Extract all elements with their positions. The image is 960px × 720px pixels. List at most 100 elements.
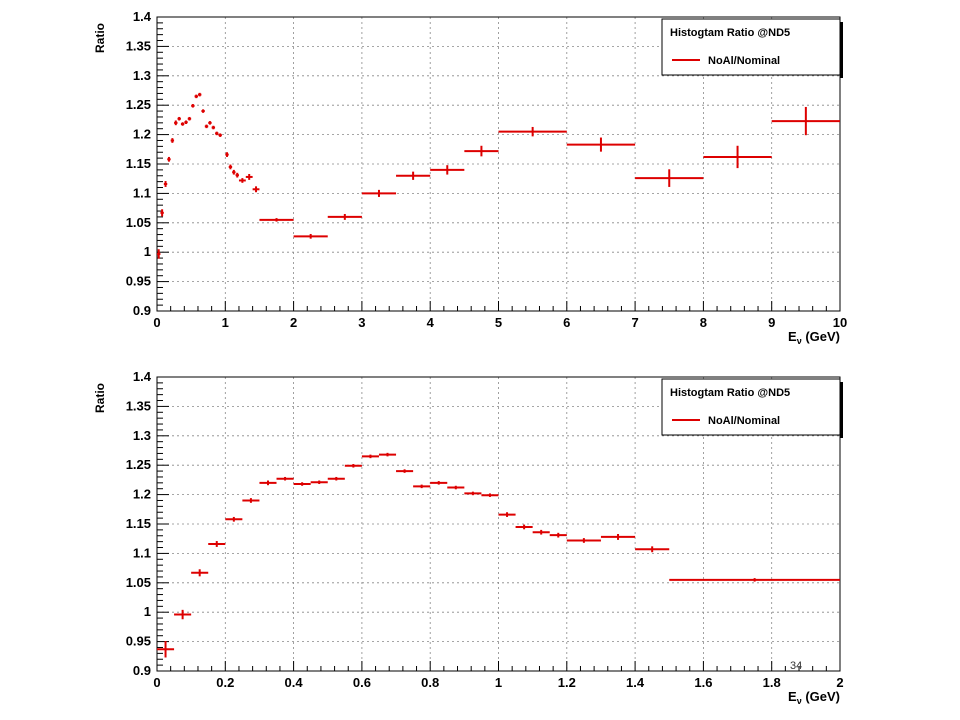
chart-bottom-y-tick-label: 0.9 bbox=[133, 663, 151, 678]
chart-bottom-y-tick-label: 1.1 bbox=[133, 545, 151, 560]
chart-bottom-x-tick-label: 0.8 bbox=[421, 675, 439, 690]
chart-top-legend-shadow bbox=[840, 22, 843, 78]
chart-bottom-x-axis-title: Eν (GeV) bbox=[788, 689, 840, 706]
chart-bottom-x-tick-label: 2 bbox=[836, 675, 843, 690]
chart-top-data-point bbox=[245, 173, 253, 180]
chart-bottom-x-tick-label: 1.4 bbox=[626, 675, 645, 690]
chart-top-data-point bbox=[293, 233, 328, 239]
chart-bottom-y-tick-label: 1.15 bbox=[126, 516, 151, 531]
chart-top-data-point bbox=[464, 145, 499, 157]
chart-top-data-point bbox=[259, 218, 294, 222]
chart-top-x-tick-label: 10 bbox=[833, 315, 847, 330]
chart-top-data-point bbox=[157, 249, 161, 259]
chart-top-data-point bbox=[208, 121, 212, 125]
chart-bottom-data-point bbox=[208, 541, 226, 547]
chart-bottom-data-point bbox=[378, 452, 397, 457]
chart-bottom-data-point bbox=[515, 524, 533, 530]
chart-bottom-x-tick-label: 0.4 bbox=[285, 675, 304, 690]
chart-top-data-point bbox=[191, 104, 195, 108]
chart-bottom-x-tick-label: 1.6 bbox=[694, 675, 712, 690]
chart-top-x-tick-label: 5 bbox=[495, 315, 502, 330]
chart-bottom-data-point bbox=[276, 476, 294, 481]
chart-top-data-point bbox=[170, 138, 175, 143]
chart-top-data-point bbox=[187, 116, 192, 121]
chart-top-y-tick-label: 1.35 bbox=[126, 38, 151, 53]
chart-bottom-data-point bbox=[600, 533, 636, 540]
chart-top-data-point bbox=[215, 131, 219, 136]
chart-bottom-legend-title: Histogtam Ratio @ND5 bbox=[670, 387, 790, 399]
chart-bottom-y-tick-label: 1.4 bbox=[133, 369, 152, 384]
chart-bottom-data-point bbox=[259, 480, 277, 486]
chart-top-x-tick-label: 8 bbox=[700, 315, 707, 330]
chart-top-data-point bbox=[180, 122, 185, 126]
chart-top-x-tick-label: 1 bbox=[222, 315, 229, 330]
chart-top-x-tick-label: 9 bbox=[768, 315, 775, 330]
chart-top-data-point bbox=[566, 137, 636, 152]
chart-bottom: 0 0.2 0.4 0.6 0.8 1 1.2 1.4 1.6 1.8 2 0.9 0.95 1 1.05 1… bbox=[93, 369, 844, 706]
chart-top-data-point bbox=[160, 209, 164, 217]
chart-bottom-data-point bbox=[310, 480, 328, 485]
chart-top-x-tick-label: 2 bbox=[290, 315, 297, 330]
chart-top-data-point bbox=[635, 169, 704, 187]
chart-top-x-axis-title: Eν (GeV) bbox=[788, 329, 840, 346]
chart-top-data-point bbox=[218, 133, 222, 137]
chart-bottom-data-point bbox=[532, 529, 550, 535]
chart-top-data-point bbox=[167, 156, 171, 162]
chart-top-data-point bbox=[396, 171, 431, 180]
chart-top-legend: Histogtam Ratio @ND5 NoAl/Nominal bbox=[661, 18, 843, 78]
chart-top-y-tick-label: 1.1 bbox=[133, 185, 151, 200]
chart-top-y-tick-label: 1.05 bbox=[126, 215, 151, 230]
chart-top-data-point bbox=[174, 120, 178, 126]
chart-top-data-point bbox=[252, 186, 260, 193]
chart-top-data-point bbox=[177, 116, 181, 121]
chart-top-y-tick-label: 1.15 bbox=[126, 156, 151, 171]
chart-top-x-tick-label: 3 bbox=[358, 315, 365, 330]
chart-bottom-y-tick-label: 0.95 bbox=[126, 634, 151, 649]
chart-top-legend-entry: NoAl/Nominal bbox=[708, 55, 780, 67]
chart-top-data-point bbox=[327, 213, 362, 220]
chart-top-data-point bbox=[232, 169, 236, 175]
chart-top-y-axis-title: Ratio bbox=[93, 23, 107, 53]
chart-top-y-tick-label: 1 bbox=[144, 244, 151, 259]
chart-bottom-y-tick-label: 1.3 bbox=[133, 428, 151, 443]
chart-bottom-data-point bbox=[191, 569, 209, 577]
chart-top-legend-box bbox=[661, 18, 841, 76]
chart-bottom-data-point bbox=[635, 546, 670, 553]
chart-top-y-tick-label: 1.2 bbox=[133, 127, 151, 142]
chart-top-y-tick-label: 1.3 bbox=[133, 68, 151, 83]
chart-top-data-point bbox=[361, 189, 397, 197]
chart-bottom-legend: Histogtam Ratio @ND5 NoAl/Nominal bbox=[661, 378, 843, 438]
chart-top-data-point bbox=[211, 125, 216, 130]
chart-bottom-y-tick-label: 1 bbox=[144, 604, 151, 619]
chart-bottom-data-point bbox=[361, 454, 379, 459]
chart-top-data-point bbox=[430, 165, 465, 175]
chart-bottom-y-tick-label: 1.25 bbox=[126, 457, 151, 472]
chart-bottom-data-point bbox=[498, 512, 516, 517]
chart-bottom-x-tick-label: 1 bbox=[495, 675, 502, 690]
chart-top-data-point bbox=[703, 145, 772, 169]
chart-bottom-data-point bbox=[157, 641, 175, 658]
chart-top-x-tick-label: 6 bbox=[563, 315, 570, 330]
chart-bottom-data-point bbox=[566, 538, 601, 543]
chart-top-data-point bbox=[238, 178, 246, 183]
chart-top-x-tick-label: 4 bbox=[427, 315, 435, 330]
chart-top-data-point bbox=[225, 152, 229, 157]
chart-bottom-data-point bbox=[413, 484, 431, 489]
chart-top-x-tick-label: 7 bbox=[631, 315, 638, 330]
chart-bottom-x-tick-label: 1.8 bbox=[763, 675, 781, 690]
chart-bottom-x-tick-label: 1.2 bbox=[558, 675, 576, 690]
chart-top-data-point bbox=[197, 92, 202, 97]
chart-top-data-point bbox=[194, 94, 198, 99]
chart-bottom-y-axis-title: Ratio bbox=[93, 383, 107, 413]
chart-top-data-point bbox=[204, 124, 209, 129]
chart-bottom-legend-shadow bbox=[840, 382, 843, 438]
chart-top-y-tick-label: 0.9 bbox=[133, 303, 151, 318]
chart-top-data-point bbox=[163, 181, 168, 187]
chart-bottom-data-point bbox=[669, 578, 840, 582]
chart-bottom-data-point bbox=[344, 464, 362, 468]
chart-bottom-data-point bbox=[481, 493, 499, 497]
chart-top-y-tick-label: 1.4 bbox=[133, 9, 152, 24]
chart-bottom-data-point bbox=[464, 491, 482, 496]
chart-bottom-data-point bbox=[293, 482, 311, 486]
